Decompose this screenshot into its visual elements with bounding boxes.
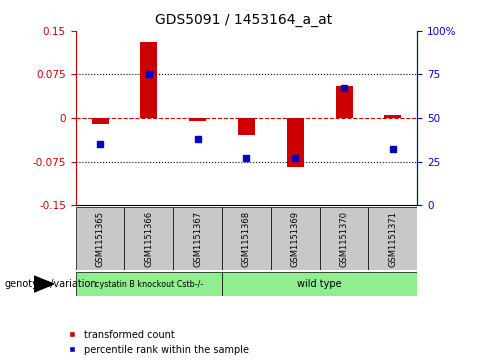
Text: GSM1151371: GSM1151371 xyxy=(388,211,397,267)
Bar xyxy=(271,207,320,270)
Bar xyxy=(76,207,124,270)
Bar xyxy=(92,118,108,124)
Bar xyxy=(141,42,158,118)
Bar xyxy=(76,272,222,296)
Text: GSM1151370: GSM1151370 xyxy=(340,211,348,267)
Bar xyxy=(189,118,206,121)
Text: GSM1151365: GSM1151365 xyxy=(96,211,104,267)
Text: GSM1151368: GSM1151368 xyxy=(242,211,251,267)
Bar xyxy=(173,207,222,270)
Text: GSM1151367: GSM1151367 xyxy=(193,211,202,267)
Text: GSM1151366: GSM1151366 xyxy=(144,211,153,267)
Bar xyxy=(222,207,271,270)
Text: wild type: wild type xyxy=(297,279,342,289)
Text: cystatin B knockout Cstb-/-: cystatin B knockout Cstb-/- xyxy=(95,280,203,289)
Text: GSM1151369: GSM1151369 xyxy=(291,211,300,267)
Bar xyxy=(222,272,417,296)
Bar xyxy=(385,115,402,118)
Bar xyxy=(287,118,304,167)
Bar xyxy=(124,207,173,270)
Polygon shape xyxy=(34,276,54,292)
Bar xyxy=(368,207,417,270)
Bar xyxy=(320,207,368,270)
Bar xyxy=(238,118,255,135)
Legend: transformed count, percentile rank within the sample: transformed count, percentile rank withi… xyxy=(68,330,249,355)
Text: genotype/variation: genotype/variation xyxy=(5,279,98,289)
Text: GDS5091 / 1453164_a_at: GDS5091 / 1453164_a_at xyxy=(155,13,333,27)
Bar xyxy=(336,86,353,118)
